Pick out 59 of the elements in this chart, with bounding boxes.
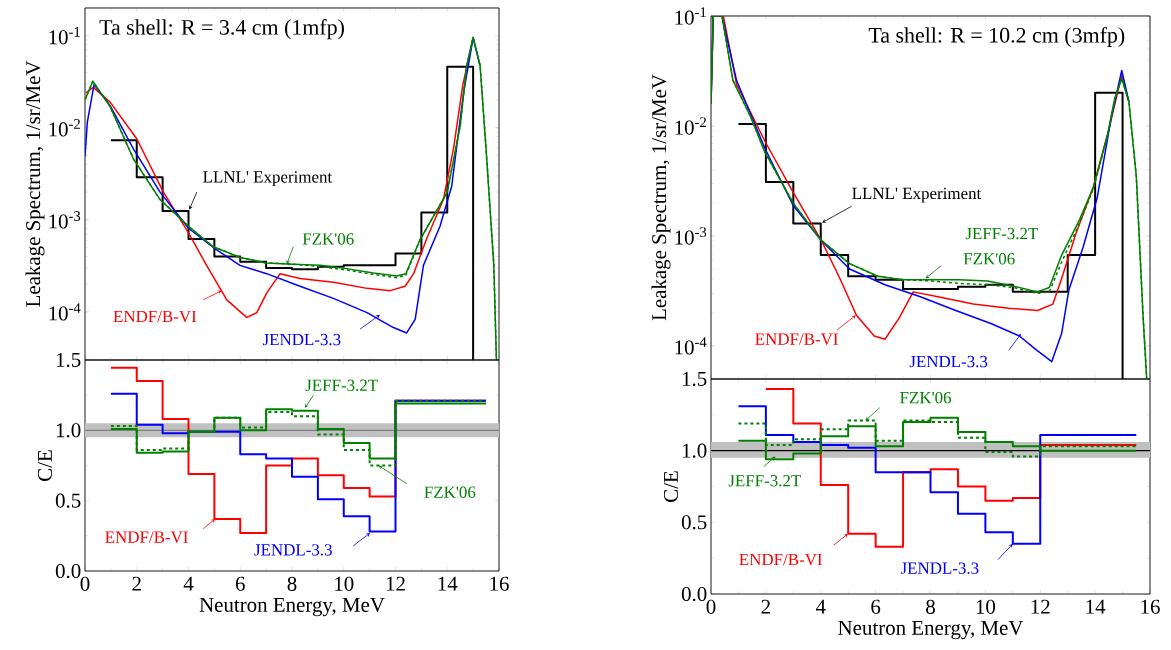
chart-title: Ta shell: R = 3.4 cm (1mfp) (99, 19, 344, 40)
series-label: ENDF/B-VI (739, 553, 822, 566)
y-tick-label: 10$^{-4}$ (49, 303, 81, 321)
legend-label: JENDL-3.3 (254, 544, 332, 556)
y-tick-label: 0.5 (681, 515, 707, 530)
x-axis-title: Neutron Energy, MeV (199, 597, 385, 617)
x-tick-label: 6 (235, 576, 245, 591)
series-label: FZK'06 (900, 391, 952, 404)
y-tick-label: 10$^{-3}$ (675, 227, 707, 245)
y-tick-label: 1.0 (56, 423, 81, 438)
series-label: LLNL' Experiment (203, 171, 333, 187)
y-tick-label: 10$^{-2}$ (49, 119, 80, 137)
x-tick-label: 14 (1086, 599, 1106, 614)
y-tick-label: 1.0 (682, 443, 707, 458)
series-label: ENDF/B-VI (105, 531, 188, 543)
y-axis-title: C/E (663, 471, 678, 502)
series-label: JENDL-3.3 (909, 355, 988, 368)
y-tick-label: 10$^{-2}$ (675, 117, 706, 135)
y-axis-title: Leakage Spectrum, 1/sr/MeV (651, 74, 671, 321)
series-label: FZK'06 (302, 233, 354, 245)
x-tick-label: 10 (976, 599, 996, 614)
legend-label: JEFF-3.2T (728, 475, 801, 487)
y-tick-label: 0.0 (681, 586, 707, 602)
y-tick-label: 1.5 (56, 352, 81, 368)
y-axis-title: Leakage Spectrum, 1/sr/MeV (25, 60, 45, 307)
y-tick-label: 10$^{-1}$ (675, 7, 706, 25)
x-tick-label: 2 (132, 576, 141, 591)
series-label: JENDL-3.3 (262, 333, 341, 346)
x-tick-label: 16 (490, 576, 509, 591)
x-tick-label: 16 (1141, 599, 1160, 614)
series-label: JENDL-3.3 (900, 562, 979, 574)
x-tick-label: 10 (335, 576, 354, 591)
series-label: ENDF/B-VI (755, 333, 838, 345)
y-tick-label: 1.5 (682, 371, 707, 387)
text: LLNL' Experiment (852, 187, 982, 203)
series-label: ENDF/B-VI (113, 310, 197, 323)
x-tick-label: 8 (926, 599, 935, 614)
series-label: JEFF-3.2T (305, 379, 378, 392)
series-label: JEFF-3.2T (965, 227, 1039, 240)
x-tick-label: 2 (761, 599, 770, 614)
x-tick-label: 8 (287, 576, 297, 591)
chart-title: Ta shell: R = 10.2 cm (3mfp) (868, 26, 1125, 48)
x-tick-label: 4 (815, 599, 826, 614)
y-tick-label: 10$^{-3}$ (49, 211, 81, 229)
x-tick-label: 0 (706, 599, 716, 614)
x-tick-label: 0 (80, 576, 90, 591)
y-tick-label: 0.0 (55, 563, 81, 579)
y-tick-label: 0.5 (55, 493, 81, 508)
y-axis-title: C/E (37, 450, 52, 481)
x-tick-label: 12 (386, 576, 405, 591)
x-tick-label: 4 (183, 576, 194, 591)
x-tick-label: 12 (1031, 599, 1050, 614)
text: FZK'06 (424, 486, 476, 498)
y-tick-label: 10$^{-4}$ (675, 337, 707, 355)
x-tick-label: 6 (871, 599, 881, 614)
series-label: FZK'06 (963, 253, 1015, 265)
x-tick-label: 14 (438, 576, 458, 591)
y-tick-label: 10$^{-1}$ (49, 27, 80, 45)
x-axis-title: Neutron Energy, MeV (838, 620, 1024, 640)
